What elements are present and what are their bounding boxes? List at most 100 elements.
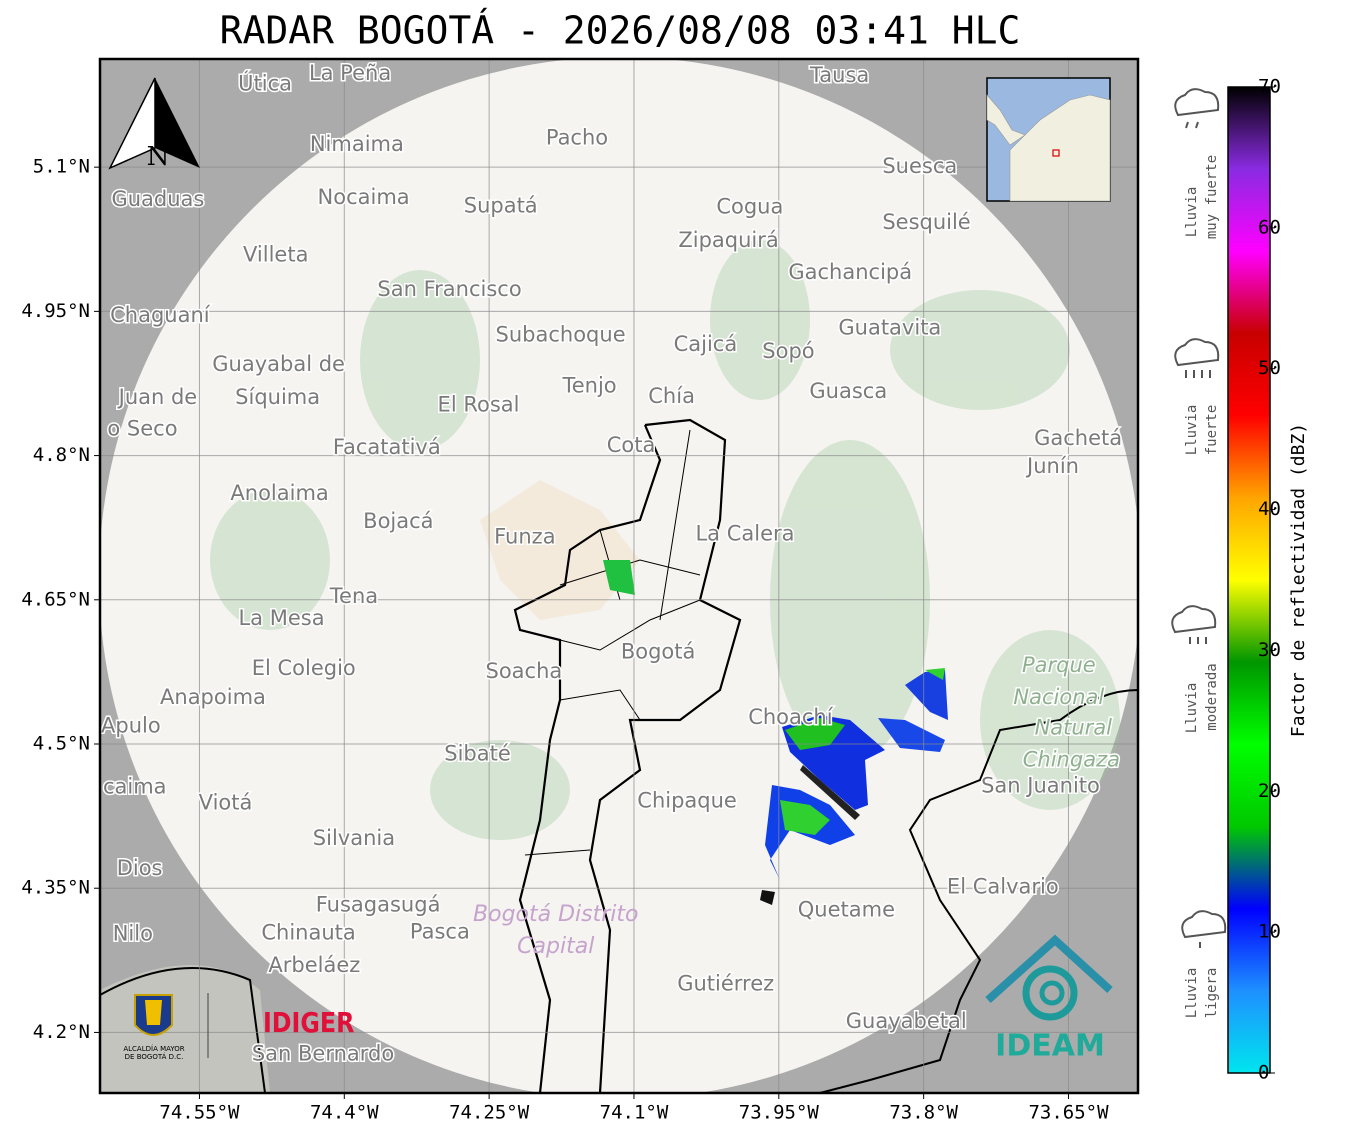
colorbar: 0 10 20 30 40 50 60 70 Factor de reflectividad (…	[1227, 76, 1309, 1084]
place-label: Supatá	[464, 194, 538, 218]
place-label: Gachancipá	[788, 260, 912, 284]
colorbar-tick-label: 40	[1258, 498, 1281, 520]
place-label: caima	[103, 774, 167, 798]
place-label: Chinauta	[261, 920, 355, 944]
ideam-logo: IDEAM	[985, 934, 1113, 1064]
place-label: La Peña	[309, 61, 391, 85]
place-label: San Bernardo	[252, 1042, 394, 1066]
place-label: Bogotá	[621, 640, 696, 664]
north-label: N	[147, 142, 170, 172]
place-label: Tena	[329, 584, 378, 608]
place-label: Quetame	[798, 897, 895, 921]
place-label: Guasca	[809, 379, 887, 403]
place-label: Guatavita	[838, 316, 941, 340]
x-tick-label: 74.55°W	[159, 1102, 240, 1124]
colorbar-tick-label: 50	[1258, 357, 1281, 379]
y-tick-label: 4.95°N	[21, 300, 90, 322]
alcaldia-logo: ALCALDÍA MAYOR DE BOGOTÁ D.C. IDIGER	[123, 993, 354, 1061]
place-label: El Rosal	[438, 393, 520, 417]
urban	[480, 480, 640, 620]
x-tick-label: 73.95°W	[739, 1102, 820, 1124]
place-label: Juan de	[117, 385, 198, 409]
colorbar-tick-label: 20	[1258, 780, 1281, 802]
place-label: Cogua	[716, 195, 783, 219]
place-label: Junín	[1025, 454, 1079, 478]
place-label: Nocaima	[318, 185, 410, 209]
place-label: Funza	[494, 524, 555, 548]
place-label: Gutiérrez	[677, 971, 774, 995]
place-label: San Juanito	[981, 773, 1100, 797]
place-label: Viotá	[199, 791, 253, 815]
x-tick-label: 73.65°W	[1028, 1102, 1109, 1124]
place-label: Nimaima	[310, 132, 404, 156]
x-tick-label: 73.8°W	[889, 1102, 958, 1124]
axis-ticks: 74.55°W 74.4°W 74.25°W 74.1°W 73.95°W 73.8°W 7…	[21, 156, 1109, 1124]
place-label: Útica	[238, 70, 292, 95]
place-label: San Francisco	[377, 277, 521, 301]
y-tick-label: 4.8°N	[33, 444, 90, 466]
logo-text: DE BOGOTÁ D.C.	[125, 1052, 184, 1061]
park-label: Parque	[1022, 653, 1096, 677]
boundaries	[100, 418, 1138, 1093]
place-label: o Seco	[107, 417, 177, 441]
place-label: Pacho	[546, 125, 608, 149]
rain-label: fuerte	[1204, 405, 1220, 456]
place-label: Anolaima	[230, 481, 328, 505]
park-label: Natural	[1035, 716, 1113, 740]
title: RADAR BOGOTÁ - 2026/08/08 03:41 HLC	[220, 9, 1021, 53]
place-label: Facatativá	[333, 435, 441, 459]
place-label: Anapoima	[160, 685, 266, 709]
rain-label: Lluvia	[1184, 405, 1200, 456]
place-label: Soacha	[485, 659, 562, 683]
rain-label: muy fuerte	[1204, 155, 1220, 239]
place-label: Fusagasugá	[316, 893, 441, 917]
colorbar-tick-label: 0	[1258, 1062, 1269, 1084]
district-label: Bogotá Distrito	[473, 902, 638, 927]
place-label: Tenjo	[561, 373, 616, 397]
x-tick-label: 74.4°W	[310, 1102, 379, 1124]
place-label: Apulo	[101, 714, 161, 738]
place-label: Subachoque	[496, 322, 626, 346]
rain-legend: Lluvia muy fuerte Lluvia fuerte Lluvia m…	[1171, 88, 1227, 1019]
rain-label: Lluvia	[1184, 683, 1200, 734]
colorbar-tick-label: 30	[1258, 639, 1281, 661]
y-tick-label: 4.65°N	[21, 588, 90, 610]
place-label: Arbeláez	[268, 953, 360, 977]
place-label: Choachí	[748, 705, 834, 729]
place-label: Cajicá	[674, 332, 738, 356]
place-label: Suesca	[882, 154, 957, 178]
colorbar-tick-label: 10	[1258, 921, 1281, 943]
y-tick-label: 4.2°N	[33, 1021, 90, 1043]
inset-map	[986, 77, 1111, 202]
place-label: El Colegio	[252, 656, 356, 680]
place-label: Cota	[607, 433, 656, 457]
x-tick-label: 74.1°W	[600, 1102, 669, 1124]
map-area: Útica La Peña Tausa Pacho Nimaima Guaduas Noca…	[100, 59, 1138, 1093]
place-label: Nilo	[113, 921, 153, 945]
rain-label: Lluvia	[1184, 968, 1200, 1019]
place-label: Tausa	[809, 63, 869, 87]
colorbar-scale	[1227, 86, 1271, 1074]
park-label: Nacional	[1013, 685, 1104, 709]
logo-text: ALCALDÍA MAYOR	[123, 1044, 184, 1053]
place-label: Gachetá	[1034, 426, 1122, 450]
place-label: La Mesa	[238, 606, 324, 630]
place-label: Dios	[117, 856, 163, 880]
rain-label: moderada	[1204, 663, 1220, 730]
y-tick-label: 4.35°N	[21, 877, 90, 899]
place-label: Sesquilé	[882, 210, 970, 234]
y-tick-label: 5.1°N	[33, 156, 90, 178]
park-label: Chingaza	[1023, 747, 1120, 771]
colorbar-tick-label: 70	[1258, 76, 1281, 98]
place-label: Síquima	[235, 385, 320, 409]
place-label: Chaguaní	[110, 303, 211, 327]
place-label: Guayabal de	[212, 352, 345, 376]
place-label: Bojacá	[363, 509, 433, 533]
place-label: Sibaté	[444, 742, 511, 766]
place-label: Guayabetal	[846, 1009, 967, 1033]
radar-echoes	[603, 560, 948, 905]
district-label: Capital	[517, 934, 594, 959]
place-label: Chía	[648, 384, 695, 408]
terrain	[100, 965, 270, 1093]
